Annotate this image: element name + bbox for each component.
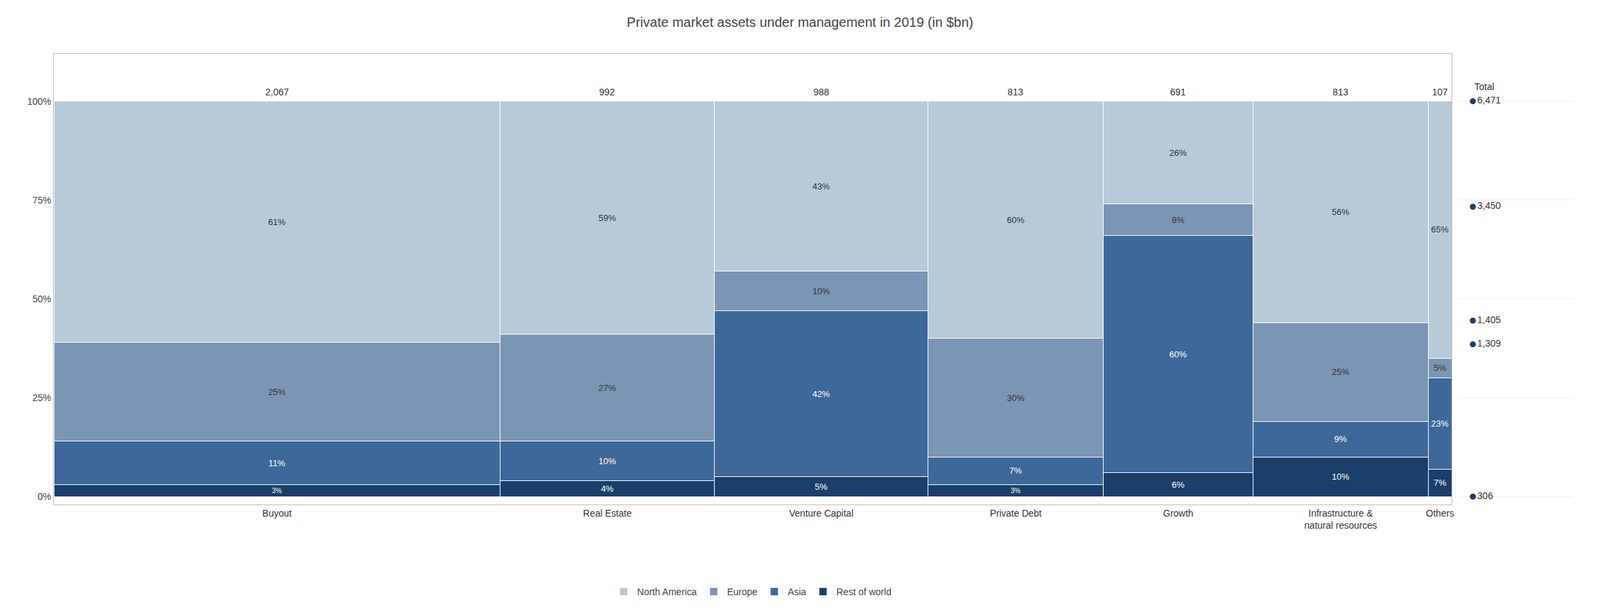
svg-text:Private market assets under ma: Private market assets under management i… bbox=[626, 14, 974, 30]
svg-text:Venture Capital: Venture Capital bbox=[789, 507, 854, 519]
svg-text:Real Estate: Real Estate bbox=[583, 507, 633, 519]
svg-text:30%: 30% bbox=[1006, 392, 1025, 404]
svg-text:25%: 25% bbox=[1331, 366, 1350, 377]
svg-text:9%: 9% bbox=[1334, 433, 1347, 444]
svg-text:1,405: 1,405 bbox=[1477, 314, 1501, 326]
svg-text:25%: 25% bbox=[268, 386, 286, 397]
svg-text:6%: 6% bbox=[1171, 479, 1185, 490]
svg-text:5%: 5% bbox=[1433, 362, 1447, 373]
svg-text:Europe: Europe bbox=[726, 586, 758, 598]
svg-text:3,450: 3,450 bbox=[1477, 200, 1501, 211]
svg-text:75%: 75% bbox=[32, 194, 52, 206]
svg-text:27%: 27% bbox=[598, 382, 616, 393]
svg-text:56%: 56% bbox=[1331, 206, 1350, 217]
svg-text:691: 691 bbox=[1170, 86, 1187, 98]
svg-text:North America: North America bbox=[637, 586, 698, 598]
svg-text:Total: Total bbox=[1474, 81, 1495, 93]
svg-text:2,067: 2,067 bbox=[265, 86, 289, 98]
svg-text:8%: 8% bbox=[1171, 214, 1185, 226]
svg-text:25%: 25% bbox=[32, 392, 52, 404]
svg-text:Growth: Growth bbox=[1162, 507, 1193, 519]
svg-text:992: 992 bbox=[599, 86, 616, 98]
svg-text:Private Debt: Private Debt bbox=[990, 507, 1042, 519]
svg-text:6,471: 6,471 bbox=[1477, 94, 1501, 106]
svg-text:10%: 10% bbox=[1331, 471, 1350, 482]
svg-text:11%: 11% bbox=[268, 458, 286, 469]
svg-text:813: 813 bbox=[1007, 86, 1024, 98]
svg-text:7%: 7% bbox=[1009, 465, 1023, 476]
svg-text:0%: 0% bbox=[37, 491, 52, 502]
svg-text:Buyout: Buyout bbox=[262, 507, 293, 519]
svg-text:107: 107 bbox=[1432, 86, 1449, 98]
svg-text:4%: 4% bbox=[601, 483, 614, 494]
svg-text:50%: 50% bbox=[32, 293, 52, 305]
svg-text:60%: 60% bbox=[1169, 349, 1187, 360]
svg-text:813: 813 bbox=[1332, 86, 1349, 98]
svg-text:10%: 10% bbox=[812, 286, 830, 297]
svg-text:1,309: 1,309 bbox=[1477, 337, 1501, 349]
svg-text:100%: 100% bbox=[26, 96, 52, 107]
svg-text:Asia: Asia bbox=[787, 586, 807, 598]
svg-text:Others: Others bbox=[1426, 507, 1455, 519]
svg-text:60%: 60% bbox=[1006, 214, 1025, 226]
svg-text:Infrastructure &natural resour: Infrastructure &natural resources bbox=[1304, 507, 1377, 531]
svg-text:Rest of world: Rest of world bbox=[836, 586, 892, 598]
svg-text:65%: 65% bbox=[1431, 224, 1449, 235]
svg-text:988: 988 bbox=[813, 86, 830, 98]
svg-text:3%: 3% bbox=[272, 486, 283, 495]
svg-text:7%: 7% bbox=[1433, 477, 1447, 488]
svg-text:23%: 23% bbox=[1431, 418, 1449, 429]
svg-text:59%: 59% bbox=[598, 212, 616, 224]
svg-text:42%: 42% bbox=[812, 388, 830, 399]
svg-text:61%: 61% bbox=[268, 216, 286, 228]
svg-text:43%: 43% bbox=[812, 181, 830, 192]
svg-text:10%: 10% bbox=[598, 456, 616, 467]
svg-text:26%: 26% bbox=[1169, 147, 1187, 158]
svg-text:5%: 5% bbox=[814, 481, 828, 492]
svg-text:3%: 3% bbox=[1010, 486, 1021, 495]
svg-text:306: 306 bbox=[1477, 490, 1494, 502]
